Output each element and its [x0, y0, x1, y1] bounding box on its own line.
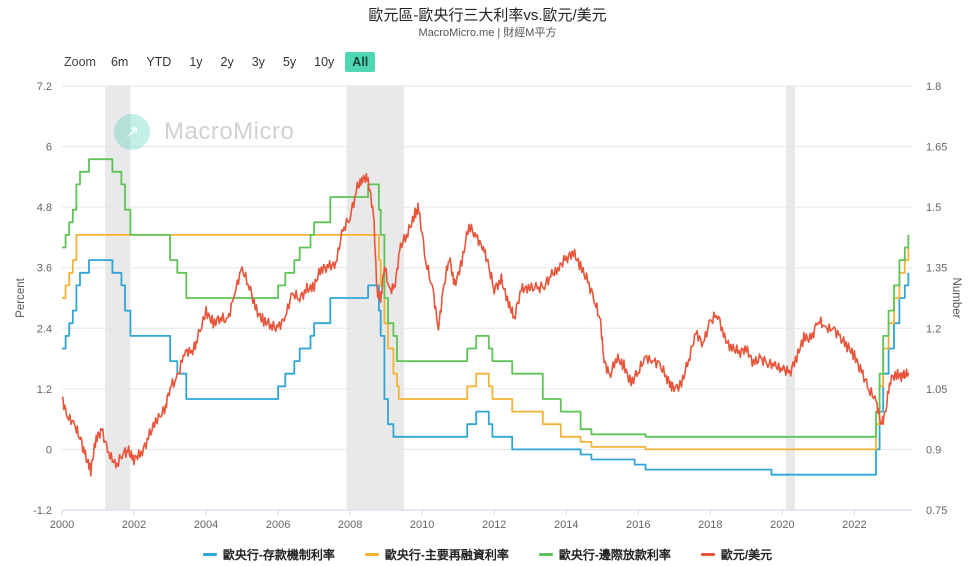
series-line-refi[interactable]	[62, 234, 910, 451]
y-left-tick-label: 0	[46, 444, 52, 456]
zoom-10y-button[interactable]: 10y	[314, 55, 335, 69]
zoom-2y-button[interactable]: 2y	[220, 55, 234, 69]
y-right-tick-label: 1.05	[926, 384, 947, 396]
series-line-eurusd[interactable]	[61, 172, 910, 477]
x-tick-label: 2020	[770, 519, 794, 531]
x-tick-label: 2014	[554, 519, 578, 531]
zoom-1y-button[interactable]: 1y	[189, 55, 203, 69]
x-tick-label: 2000	[50, 519, 74, 531]
chart-subtitle: MacroMicro.me | 財經M平方	[418, 27, 557, 39]
series-lines[interactable]	[61, 158, 910, 477]
legend-label-deposit: 歐央行-存款機制利率	[222, 548, 335, 562]
x-tick-label: 2010	[410, 519, 434, 531]
zoom-label: Zoom	[64, 55, 96, 69]
zoom-bar: Zoom 6m YTD 1y 2y 3y 5y 10y All	[64, 52, 376, 72]
chart-trend-icon: ↗	[114, 114, 150, 150]
y-right-tick-label: 1.65	[926, 142, 947, 154]
watermark-text: MacroMicro	[164, 118, 295, 145]
y-left-tick-label: 4.8	[37, 202, 52, 214]
recession-band-0	[105, 86, 131, 510]
y-left-tick-label: 6	[46, 142, 52, 154]
x-tick-label: 2016	[626, 519, 650, 531]
x-tick-label: 2022	[842, 519, 866, 531]
y-left-tick-label: 2.4	[37, 323, 52, 335]
legend-swatch-deposit	[202, 553, 217, 556]
y-left-tick-label: 3.6	[37, 263, 52, 275]
x-tick-label: 2018	[698, 519, 722, 531]
legend-item-refi[interactable]: 歐央行-主要再融資利率	[364, 546, 509, 563]
x-tick-label: 2012	[482, 519, 506, 531]
series-line-deposit[interactable]	[62, 259, 910, 476]
zoom-ytd-button[interactable]: YTD	[146, 55, 172, 69]
y-left-tick-label: 7.2	[37, 81, 52, 93]
zoom-6m-button[interactable]: 6m	[110, 55, 129, 69]
y-right-tick-label: 1.5	[926, 202, 941, 214]
y-right-tick-label: 0.9	[926, 444, 941, 456]
recession-bands	[105, 86, 795, 510]
legend-item-marginal[interactable]: 歐央行-邊際放款利率	[538, 546, 671, 563]
x-tick-label: 2006	[266, 519, 290, 531]
recession-band-2	[785, 86, 795, 510]
legend-item-eurusd[interactable]: 歐元/美元	[700, 546, 773, 563]
zoom-5y-button[interactable]: 5y	[282, 55, 297, 69]
chart-title: 歐元區-歐央行三大利率vs.歐元/美元	[368, 7, 607, 24]
x-tick-label: 2004	[194, 519, 218, 531]
legend-item-deposit[interactable]: 歐央行-存款機制利率	[202, 546, 335, 563]
legend-swatch-refi	[364, 553, 379, 556]
watermark-logo: ↗ MacroMicro	[114, 114, 294, 150]
legend-label-eurusd: 歐元/美元	[720, 548, 773, 562]
zoom-3y-button[interactable]: 3y	[251, 55, 265, 69]
y-left-tick-label: -1.2	[33, 505, 52, 517]
legend-swatch-marginal	[538, 553, 553, 556]
y-left-tick-label: 1.2	[37, 384, 52, 396]
y-right-tick-label: 0.75	[926, 505, 947, 517]
axis-labels: -1.2 0 1.2 2.4 3.6 4.8 6 7.2 0.75 0.9 1.05 1.2 1.35 1…	[33, 81, 947, 531]
y-right-tick-label: 1.35	[926, 263, 947, 275]
legend-label-marginal: 歐央行-邊際放款利率	[558, 548, 671, 562]
y-right-tick-label: 1.8	[926, 81, 941, 93]
y-axis-right-title: Number	[950, 278, 962, 319]
series-line-marginal[interactable]	[62, 158, 910, 438]
x-tick-label: 2002	[122, 519, 146, 531]
legend-swatch-eurusd	[700, 553, 715, 556]
y-axis-left-title: Percent	[15, 277, 27, 317]
x-tick-label: 2008	[338, 519, 362, 531]
legend: 歐央行-存款機制利率 歐央行-主要再融資利率 歐央行-邊際放款利率 歐元/美元	[0, 546, 975, 563]
y-right-tick-label: 1.2	[926, 323, 941, 335]
legend-label-refi: 歐央行-主要再融資利率	[384, 548, 509, 562]
zoom-all-button[interactable]: All	[345, 52, 376, 72]
